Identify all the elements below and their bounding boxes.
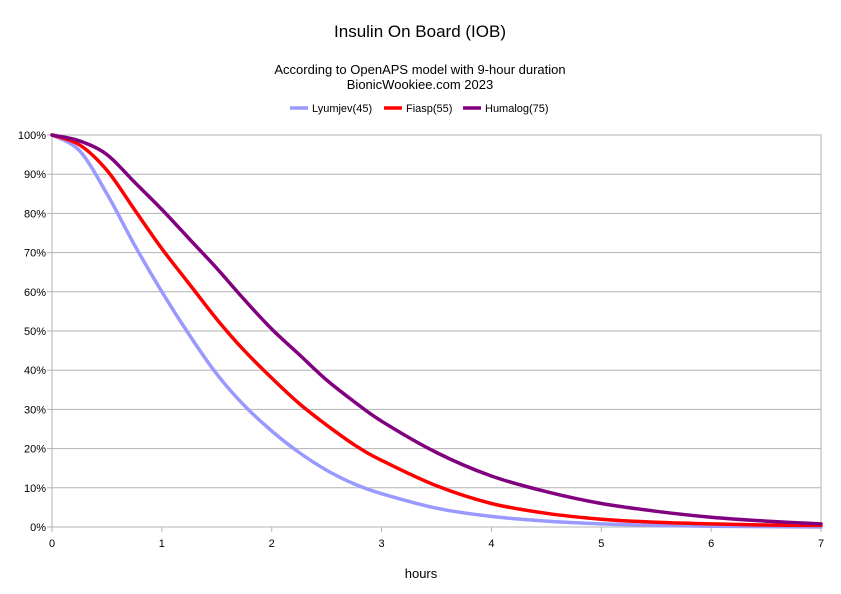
- y-tick-label: 50%: [24, 326, 46, 338]
- x-tick-label: 6: [708, 538, 714, 550]
- y-tick-label: 30%: [24, 404, 46, 416]
- series-lines: [50, 133, 823, 529]
- x-tick-label: 3: [379, 538, 385, 550]
- series-line-lyumjev: [50, 133, 823, 529]
- y-tick-label: 60%: [24, 287, 46, 299]
- legend-label-lyumjev: Lyumjev(45): [312, 103, 372, 115]
- y-axis: 0% 10% 20% 30% 40% 50% 60% 70% 80% 90% 100%: [18, 130, 52, 534]
- legend-label-fiasp: Fiasp(55): [406, 103, 452, 115]
- x-axis: 0 1 2 3 4 5 6 7: [49, 527, 824, 550]
- chart-subtitle-line-2: BionicWookiee.com 2023: [347, 77, 493, 92]
- y-tick-label: 0%: [30, 522, 46, 534]
- x-tick-label: 7: [818, 538, 824, 550]
- series-line-humalog: [50, 133, 823, 526]
- x-tick-label: 5: [598, 538, 604, 550]
- y-tick-label: 70%: [24, 248, 46, 260]
- y-tick-label: 100%: [18, 130, 46, 142]
- y-tick-label: 40%: [24, 365, 46, 377]
- y-tick-label: 90%: [24, 169, 46, 181]
- y-tick-label: 80%: [24, 208, 46, 220]
- legend: Lyumjev(45) Fiasp(55) Humalog(75): [290, 103, 549, 115]
- chart-title: Insulin On Board (IOB): [334, 22, 506, 41]
- x-tick-label: 4: [488, 538, 494, 550]
- gridlines: [52, 134, 821, 528]
- x-tick-label: 2: [269, 538, 275, 550]
- y-tick-label: 20%: [24, 444, 46, 456]
- x-tick-label: 1: [159, 538, 165, 550]
- y-tick-label: 10%: [24, 483, 46, 495]
- chart-subtitle-line-1: According to OpenAPS model with 9-hour d…: [274, 62, 565, 77]
- series-line-fiasp: [50, 133, 823, 528]
- legend-label-humalog: Humalog(75): [485, 103, 549, 115]
- x-tick-label: 0: [49, 538, 55, 550]
- x-axis-label: hours: [405, 566, 438, 581]
